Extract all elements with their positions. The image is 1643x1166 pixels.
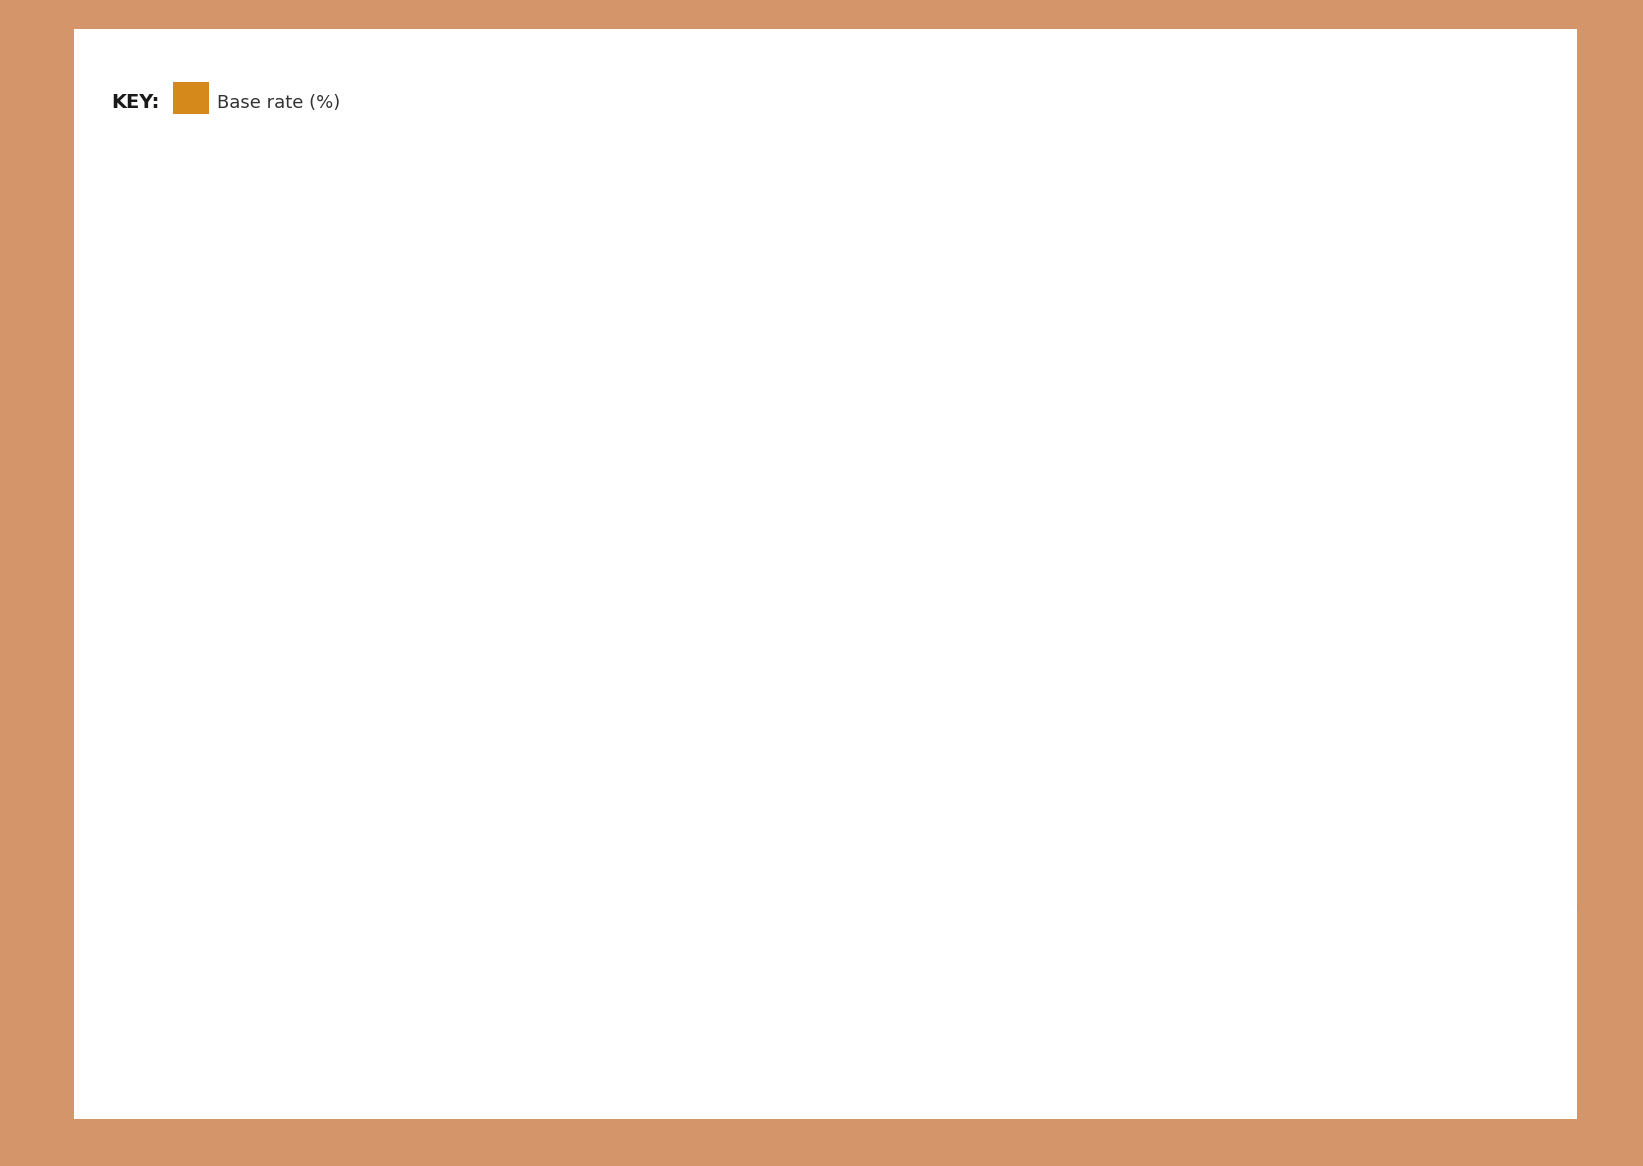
Text: 0.25%: 0.25% [580, 803, 631, 854]
Text: 0.75%: 0.75% [726, 745, 775, 795]
Text: 5.25%: 5.25% [1528, 227, 1577, 278]
Text: 0.75%: 0.75% [361, 745, 412, 795]
Text: 1.75%: 1.75% [945, 631, 994, 680]
Text: 1.25%: 1.25% [872, 688, 922, 738]
Text: 0.25%: 0.25% [435, 803, 485, 854]
Text: KEY:: KEY: [112, 93, 159, 112]
Text: 3.50%: 3.50% [1163, 429, 1213, 478]
Text: 0.50%: 0.50% [289, 774, 338, 824]
Text: 4.50%: 4.50% [1382, 314, 1431, 364]
Text: 4.00%: 4.00% [1236, 371, 1286, 421]
Text: 0.25%: 0.25% [217, 803, 266, 854]
Text: 4.25%: 4.25% [1309, 343, 1359, 392]
Text: 0.10%: 0.10% [508, 821, 557, 870]
X-axis label: Date of change: Date of change [790, 1040, 951, 1060]
Text: 2.25%: 2.25% [1017, 573, 1068, 623]
Text: 5.00%: 5.00% [1454, 257, 1505, 305]
Text: 0.50%: 0.50% [654, 774, 703, 824]
Text: 3.00%: 3.00% [1091, 486, 1140, 536]
Text: Base rate (%): Base rate (%) [217, 93, 340, 112]
Text: 1.00%: 1.00% [798, 717, 849, 766]
